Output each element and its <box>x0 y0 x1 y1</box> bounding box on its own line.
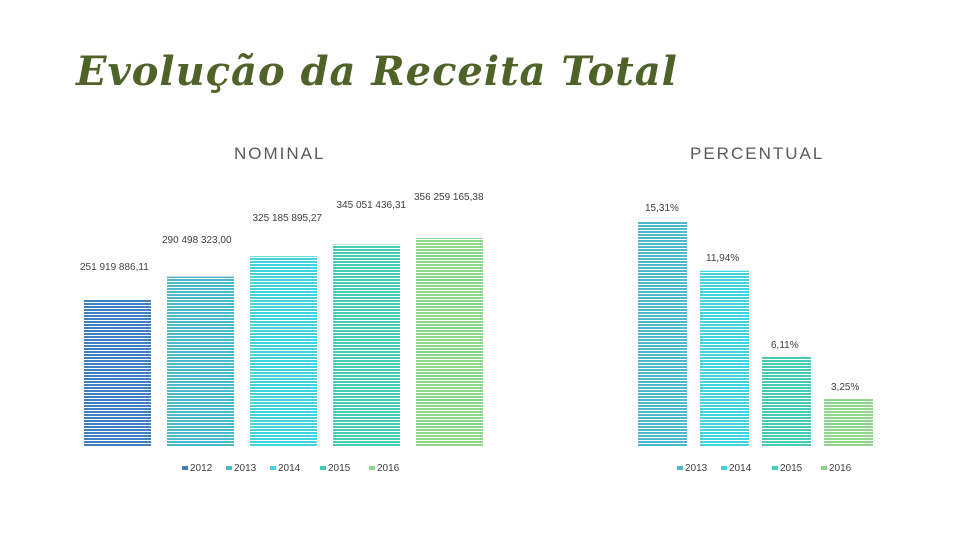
nominal-bar-2015 <box>333 244 400 447</box>
nominal-legend-label-2012: 2012 <box>190 463 213 474</box>
nominal-data-label-2015: 345 051 436,31 <box>336 200 406 211</box>
percentual-bar-2016 <box>824 399 873 447</box>
percentual-data-label-2014: 11,94% <box>706 253 739 264</box>
nominal-legend-swatch-2016 <box>369 466 375 470</box>
percentual-data-label-2013: 15,31% <box>645 203 679 214</box>
slide-title: Evolução da Receita Total <box>76 48 678 95</box>
percentual-legend-swatch-2016 <box>821 466 827 470</box>
nominal-legend-label-2015: 2015 <box>328 463 351 474</box>
percentual-legend-label-2013: 2013 <box>685 463 708 474</box>
nominal-data-label-2014: 325 185 895,27 <box>252 213 322 224</box>
percentual-chart-title: PERCENTUAL <box>690 144 825 163</box>
percentual-data-label-2015: 6,11% <box>771 340 799 351</box>
nominal-bar-2012 <box>84 299 151 447</box>
percentual-bar-2015 <box>762 356 811 447</box>
nominal-bar-2013 <box>167 276 234 447</box>
nominal-legend-swatch-2015 <box>320 466 326 470</box>
nominal-data-label-2012: 251 919 886,11 <box>80 262 149 273</box>
nominal-legend-label-2014: 2014 <box>278 463 301 474</box>
nominal-legend-swatch-2012 <box>182 466 188 470</box>
percentual-bar-2014 <box>700 270 749 447</box>
nominal-legend-swatch-2014 <box>270 466 276 470</box>
nominal-bar-2016 <box>416 238 483 447</box>
nominal-legend-swatch-2013 <box>226 466 232 470</box>
percentual-data-label-2016: 3,25% <box>831 382 859 393</box>
percentual-bar-2013 <box>638 221 687 447</box>
percentual-legend-swatch-2013 <box>677 466 683 470</box>
percentual-legend-label-2016: 2016 <box>829 463 852 474</box>
nominal-chart-title: NOMINAL <box>234 144 326 163</box>
percentual-legend-label-2015: 2015 <box>780 463 803 474</box>
percentual-legend-swatch-2014 <box>721 466 727 470</box>
nominal-data-label-2016: 356 259 165,38 <box>414 192 484 203</box>
nominal-bar-2014 <box>250 256 317 447</box>
nominal-legend-label-2013: 2013 <box>234 463 257 474</box>
percentual-legend-label-2014: 2014 <box>729 463 752 474</box>
nominal-data-label-2013: 290 498 323,00 <box>162 235 232 246</box>
percentual-legend-swatch-2015 <box>772 466 778 470</box>
nominal-legend-label-2016: 2016 <box>377 463 400 474</box>
